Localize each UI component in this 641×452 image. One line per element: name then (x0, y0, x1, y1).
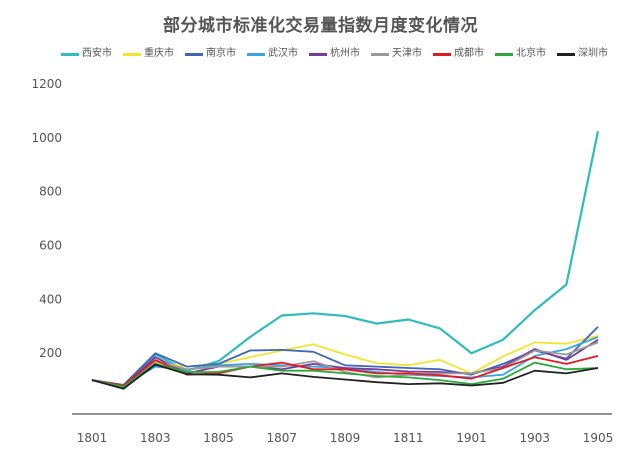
legend-label: 南京市 (206, 48, 236, 59)
x-tick-label: 1801 (77, 431, 108, 445)
x-tick-label: 1901 (456, 431, 487, 445)
y-tick-label: 400 (39, 292, 62, 306)
x-tick-label: 1905 (583, 431, 614, 445)
y-tick-label: 600 (39, 239, 62, 253)
y-tick-label: 200 (39, 346, 62, 360)
x-tick-label: 1805 (203, 431, 234, 445)
legend: 西安市 重庆市 南京市 武汉市 杭州市 天津市 成都市 北京市 深圳市 (0, 46, 641, 62)
legend-label: 西安市 (82, 48, 112, 59)
y-tick-label: 800 (39, 185, 62, 199)
legend-label: 武汉市 (268, 48, 298, 59)
y-tick-label: 1000 (31, 131, 62, 145)
legend-label: 杭州市 (330, 48, 360, 59)
x-tick-label: 1809 (330, 431, 361, 445)
series-line-3 (91, 326, 599, 386)
legend-swatch (61, 53, 79, 56)
legend-label: 重庆市 (144, 48, 174, 59)
legend-swatch (371, 53, 389, 56)
legend-swatch (185, 53, 203, 56)
x-tick-label: 1803 (140, 431, 171, 445)
x-axis: 1801 1803 1805 1807 1809 1811 1901 1903 1905 (77, 431, 614, 445)
y-tick-label: 1200 (31, 77, 62, 91)
legend-label: 北京市 (516, 48, 546, 59)
legend-swatch (123, 53, 141, 56)
legend-swatch (495, 53, 513, 56)
legend-label: 天津市 (392, 48, 422, 59)
x-tick-label: 1811 (393, 431, 424, 445)
series-line-8 (91, 361, 599, 388)
legend-label: 深圳市 (578, 48, 608, 59)
y-axis: 200 400 600 800 1000 1200 (31, 77, 62, 360)
x-tick-label: 1807 (266, 431, 297, 445)
x-tick-label: 1903 (519, 431, 550, 445)
series-line-2 (91, 334, 599, 388)
legend-swatch (557, 53, 575, 56)
series-line-5 (91, 338, 599, 387)
legend-swatch (309, 53, 327, 56)
series-lines (91, 130, 600, 390)
chart-title: 部分城市标准化交易量指数月度变化情况 (163, 16, 478, 36)
series-line-9 (91, 363, 599, 390)
series-line-6 (91, 341, 599, 389)
legend-swatch (433, 53, 451, 56)
legend-label: 成都市 (454, 48, 484, 59)
legend-swatch (247, 53, 265, 56)
